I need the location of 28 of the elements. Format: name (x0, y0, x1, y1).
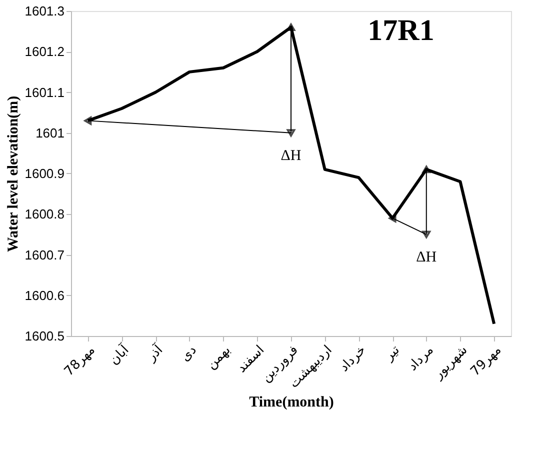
y-tick-label: 1600.6 (24, 288, 64, 303)
x-tick-label: مهر79 (468, 342, 504, 380)
point (422, 166, 431, 174)
point (388, 214, 396, 222)
x-tick-label: آبان (105, 340, 134, 368)
x-axis-title: Time(month) (249, 394, 334, 411)
y-tick-label: 1600.8 (24, 206, 64, 222)
x-tick-label: تیر (381, 342, 404, 365)
x-tick-label: بهمن (204, 342, 234, 373)
annotation: ΔH (416, 249, 437, 266)
y-tick-label: 1600.9 (24, 166, 64, 181)
x-tick-label: خرداد (336, 342, 370, 375)
y-tick-label: 1601.3 (24, 4, 64, 18)
point (286, 24, 296, 31)
chart-title: 17R1 (368, 14, 434, 47)
y-axis-title: Water level elevation(m) (6, 96, 22, 252)
point (84, 116, 92, 125)
y-tick-label: 1601.2 (24, 44, 64, 60)
y-tick-label: 1601 (36, 125, 64, 140)
y-tick-label: 1601.1 (24, 84, 64, 100)
annotation: ΔH (280, 148, 302, 164)
x-tick-label: مهر78 (62, 342, 98, 380)
y-tick-label: 1600.5 (24, 328, 64, 344)
x-tick-label: دی (178, 342, 200, 365)
y-tick-label: 1600.7 (24, 247, 64, 262)
x-tick-label: مرداد (405, 342, 437, 374)
x-tick-label: آذر (142, 340, 167, 366)
x-tick-label: اسفند (234, 342, 268, 376)
